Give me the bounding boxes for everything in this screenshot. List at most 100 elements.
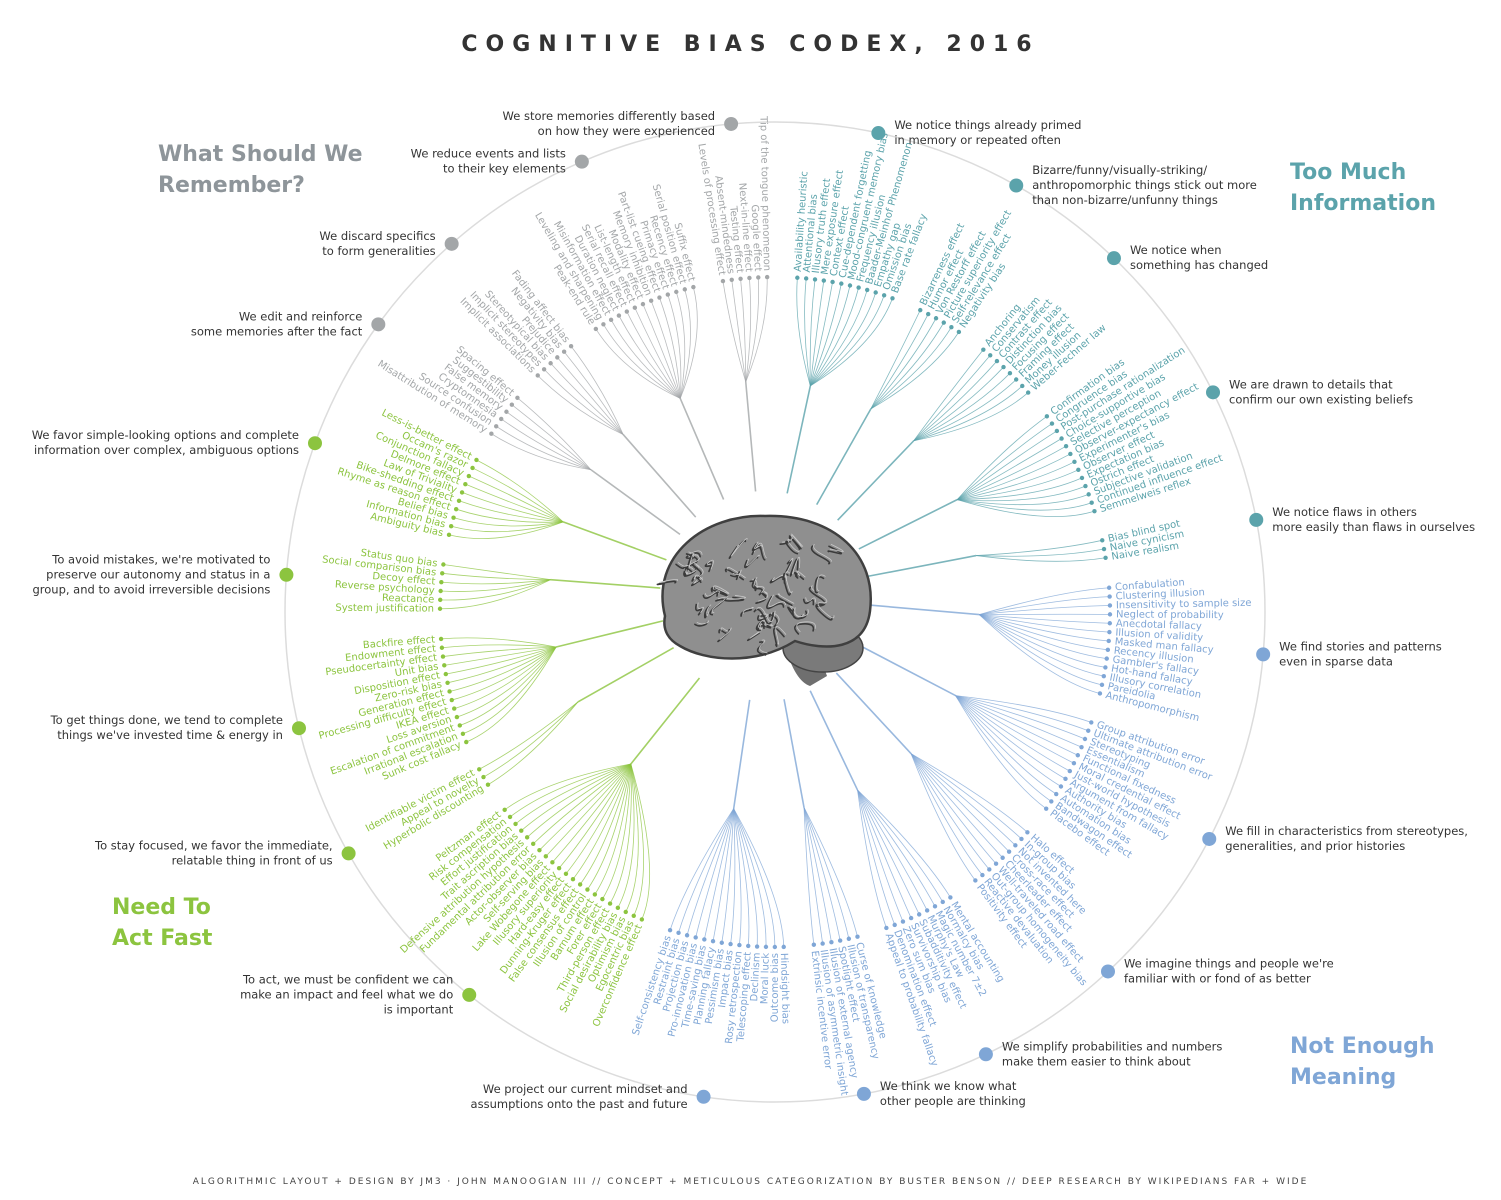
branch-twig	[679, 289, 691, 399]
bias-dot	[515, 395, 520, 401]
bias-dot	[577, 882, 583, 887]
bias-dot	[821, 278, 827, 283]
bias-dot	[1071, 761, 1077, 766]
title: COGNITIVE BIAS CODEX, 2016	[461, 32, 1040, 57]
bias-dot	[1013, 377, 1019, 382]
category-label: other people are thinking	[880, 1094, 1026, 1108]
bias-dot	[940, 899, 945, 905]
branch-trunk	[550, 578, 661, 589]
bias-dot	[1079, 744, 1084, 750]
bias-dot	[456, 498, 462, 503]
bias-dot	[437, 606, 443, 611]
branch-trunk	[622, 433, 697, 518]
brain-highlight	[805, 597, 816, 603]
branch-twig	[976, 548, 1105, 557]
bias-dot	[445, 680, 450, 686]
branch-twig	[810, 287, 860, 387]
bias-dot	[1007, 370, 1013, 376]
category-dot	[856, 1086, 871, 1101]
bias-dot	[507, 814, 513, 820]
branch-twig	[587, 763, 632, 890]
branch-twig	[472, 467, 564, 523]
brain-fold	[785, 540, 799, 555]
branch-twig	[803, 807, 832, 943]
branch-twig	[686, 808, 735, 936]
branch-twig	[617, 763, 635, 909]
category-label: in memory or repeated often	[894, 133, 1061, 147]
branch-twig	[913, 392, 1029, 442]
branch-twig	[978, 614, 1103, 686]
bias-dot	[881, 293, 887, 298]
heading-line: Not Enough	[1290, 1034, 1435, 1059]
category-label: We imagine things and people we're	[1124, 956, 1334, 970]
branch-twig	[956, 423, 1053, 500]
category-label: on how they were experienced	[538, 124, 715, 138]
branch-trunk	[744, 381, 757, 492]
brain-highlight	[768, 594, 786, 607]
brain-fold	[749, 580, 757, 592]
branch-trunk	[555, 620, 664, 648]
brain-highlight	[792, 556, 801, 575]
branch-twig	[910, 753, 997, 864]
bias-dot	[442, 663, 447, 668]
branch-twig	[979, 605, 1110, 615]
bias-dot	[987, 867, 992, 872]
category-label: We are drawn to details that	[1229, 377, 1393, 391]
bias-dot	[452, 706, 457, 711]
bias-dot	[1063, 443, 1069, 449]
bias-dot	[933, 316, 939, 321]
brain-highlight	[796, 570, 806, 578]
bias-dot	[684, 933, 690, 938]
branch-twig	[978, 614, 1104, 677]
brain-highlight	[693, 576, 703, 584]
branch-twig	[979, 614, 1109, 642]
category-dot	[307, 436, 322, 451]
branch-twig	[650, 300, 681, 399]
bias-dot	[973, 878, 978, 883]
branch-twig	[526, 763, 632, 838]
branch-twig	[857, 790, 887, 929]
brain-highlight	[816, 574, 826, 592]
category-label: make them easier to think about	[1002, 1054, 1191, 1068]
branch-twig	[454, 646, 557, 709]
bias-dot	[531, 841, 536, 847]
category-label: We find stories and patterns	[1279, 639, 1442, 653]
branch-twig	[491, 433, 592, 471]
bias-dot	[892, 922, 897, 928]
branch-twig	[733, 808, 742, 946]
brain-fold	[691, 576, 702, 584]
branch-twig	[451, 521, 564, 533]
branch-trunk	[679, 398, 725, 500]
bias-dot	[981, 347, 986, 352]
heading-line: Information	[1290, 191, 1436, 216]
category-label: To avoid mistakes, we're motivated to	[51, 552, 270, 566]
bias-dot	[795, 275, 800, 280]
branch-twig	[910, 753, 1022, 840]
bias-dot	[563, 871, 569, 876]
branch-trunk	[577, 647, 675, 703]
bias-dot	[1079, 475, 1085, 481]
bias-dot	[702, 937, 707, 942]
bias-dot	[1044, 414, 1050, 419]
branch-twig	[955, 695, 1082, 748]
brain-highlight	[719, 627, 732, 640]
bias-dot	[772, 944, 778, 950]
branch-twig	[957, 499, 1092, 511]
brain-fold	[775, 595, 793, 607]
brain-highlight	[732, 569, 742, 578]
quadrant-heading: What Should We Remember?	[158, 139, 363, 201]
branch-twig	[955, 695, 1071, 772]
bias-dot	[463, 481, 468, 487]
bias-dot	[466, 473, 472, 479]
bias-dot	[1000, 855, 1005, 860]
branch-twig	[625, 763, 639, 913]
bias-dot	[993, 861, 999, 866]
bias-dot	[948, 895, 953, 900]
branch-twig	[810, 292, 877, 387]
category-label: We favor simple-looking options and comp…	[32, 428, 299, 442]
quadrant-heading: Not Enough Meaning	[1290, 1031, 1435, 1093]
branch-twig	[442, 646, 557, 657]
branch-twig	[870, 318, 937, 410]
bias-dot	[890, 296, 895, 301]
branch-twig	[955, 695, 1075, 764]
